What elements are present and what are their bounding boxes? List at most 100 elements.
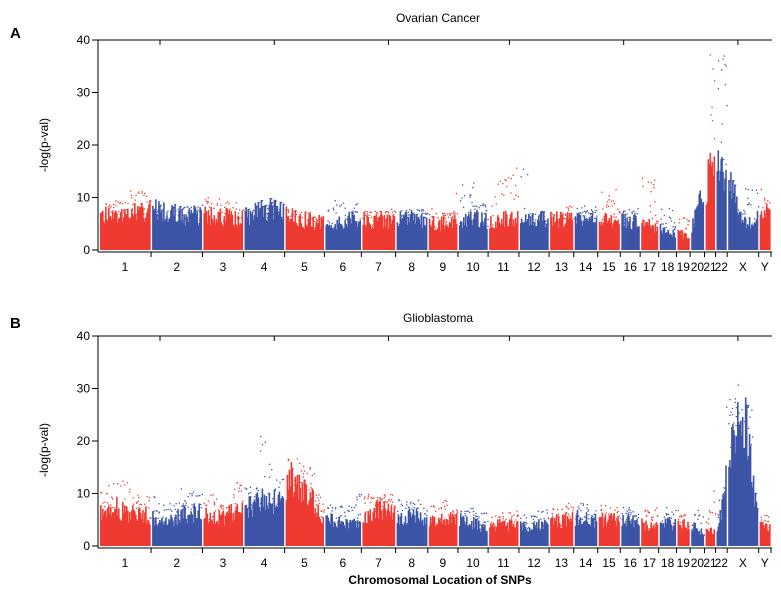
snp-column xyxy=(753,222,756,250)
snp-column xyxy=(204,517,206,546)
snp-column xyxy=(679,524,681,546)
snp-point xyxy=(417,499,420,502)
snp-point xyxy=(187,496,189,498)
snp-point xyxy=(150,200,152,202)
snp-column xyxy=(314,508,316,546)
chromosome-8-points xyxy=(396,208,429,250)
snp-column xyxy=(251,516,254,546)
snp-column xyxy=(115,508,117,546)
snp-point xyxy=(741,409,743,411)
snp-point xyxy=(610,513,613,516)
snp-point xyxy=(477,518,479,520)
snp-column xyxy=(341,225,343,250)
snp-column xyxy=(232,513,235,546)
snp-point xyxy=(452,216,454,218)
snp-column xyxy=(359,521,361,546)
snp-point xyxy=(632,221,634,223)
snp-column xyxy=(286,216,289,250)
snp-point xyxy=(745,404,748,406)
snp-point xyxy=(502,515,504,518)
snp-column xyxy=(708,163,711,250)
snp-point xyxy=(769,209,771,211)
snp-column xyxy=(352,520,354,546)
snp-column xyxy=(281,219,284,250)
snp-point xyxy=(187,506,189,508)
snp-point xyxy=(261,200,263,202)
snp-point xyxy=(744,421,746,423)
snp-column xyxy=(205,507,207,546)
snp-point xyxy=(721,123,723,125)
snp-column xyxy=(134,511,136,546)
snp-column xyxy=(731,427,733,546)
snp-column xyxy=(424,524,427,546)
snp-column xyxy=(680,235,682,250)
snp-point xyxy=(703,534,705,536)
snp-point xyxy=(124,498,126,500)
snp-column xyxy=(648,530,651,546)
snp-point xyxy=(653,187,655,189)
snp-column xyxy=(354,221,356,250)
snp-point xyxy=(380,210,382,213)
snp-column xyxy=(510,520,512,546)
snp-point xyxy=(311,474,313,477)
snp-column xyxy=(265,496,268,546)
x-tick-label: 5 xyxy=(301,556,308,570)
snp-point xyxy=(406,209,408,212)
snp-column xyxy=(293,491,296,546)
snp-column xyxy=(672,526,675,546)
snp-point xyxy=(379,210,381,213)
y-tick-label: 0 xyxy=(83,539,90,553)
snp-column xyxy=(121,521,123,546)
snp-point xyxy=(492,215,494,217)
snp-point xyxy=(728,180,730,182)
snp-column xyxy=(636,519,638,546)
x-tick-label: 6 xyxy=(340,260,347,274)
snp-column xyxy=(486,531,488,546)
snp-column xyxy=(466,227,468,250)
snp-point xyxy=(143,213,145,215)
snp-column xyxy=(575,514,578,546)
snp-point xyxy=(318,494,320,496)
snp-point xyxy=(355,211,357,213)
snp-point xyxy=(724,63,726,66)
snp-point xyxy=(467,525,470,527)
snp-point xyxy=(447,213,449,215)
snp-point xyxy=(314,500,317,502)
snp-point xyxy=(631,211,633,213)
snp-column xyxy=(192,522,195,546)
snp-point xyxy=(408,214,410,216)
chromosome-20-points xyxy=(691,509,705,546)
snp-point xyxy=(522,168,525,170)
snp-point xyxy=(565,505,567,507)
snp-point xyxy=(582,211,584,213)
snp-column xyxy=(431,515,434,546)
snp-point xyxy=(665,222,667,224)
snp-column xyxy=(352,214,354,250)
snp-column xyxy=(482,523,484,546)
chromosome-12-points xyxy=(519,509,550,546)
snp-column xyxy=(754,223,757,250)
snp-column xyxy=(686,529,688,546)
snp-column xyxy=(337,223,339,250)
snp-point xyxy=(362,217,364,219)
snp-column xyxy=(316,512,318,546)
snp-column xyxy=(464,224,466,250)
snp-column xyxy=(273,199,276,250)
snp-point xyxy=(228,504,231,507)
snp-column xyxy=(115,210,117,250)
snp-column xyxy=(338,216,340,250)
snp-point xyxy=(718,499,720,501)
snp-point xyxy=(281,479,284,481)
snp-point xyxy=(608,199,610,201)
snp-point xyxy=(660,223,663,225)
snp-point xyxy=(408,506,410,508)
snp-column xyxy=(129,219,131,250)
snp-point xyxy=(357,221,359,223)
snp-point xyxy=(617,515,619,517)
x-tick-label: 11 xyxy=(497,260,510,274)
snp-point xyxy=(352,212,355,214)
snp-column xyxy=(494,228,496,250)
snp-column xyxy=(348,211,350,250)
snp-column xyxy=(692,531,694,546)
snp-column xyxy=(273,489,276,546)
